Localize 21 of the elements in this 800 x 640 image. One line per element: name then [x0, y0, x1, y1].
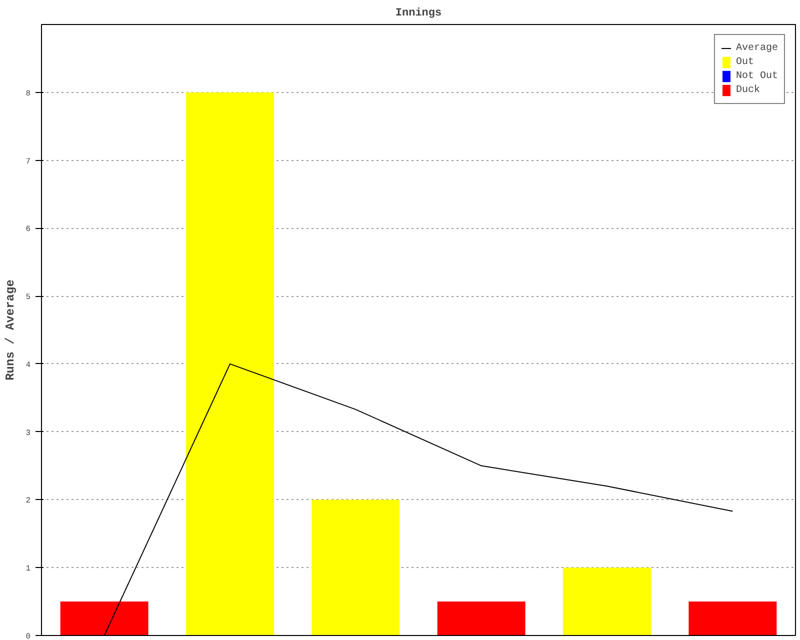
bar	[312, 500, 400, 636]
legend-label: Not Out	[736, 70, 778, 82]
bar	[60, 602, 148, 636]
legend-label: Average	[736, 42, 778, 54]
y-tick-label: 4	[26, 360, 31, 370]
y-tick-label: 0	[26, 632, 31, 640]
y-tick-label: 8	[26, 89, 31, 98]
legend-label: Duck	[736, 84, 760, 96]
bar	[437, 602, 526, 636]
y-tick-label: 6	[26, 225, 31, 234]
y-tick-label: 5	[26, 293, 31, 302]
legend-label: Out	[736, 56, 755, 68]
bar	[688, 602, 777, 636]
y-tick-label: 2	[26, 496, 31, 506]
y-tick-label: 1	[26, 564, 31, 574]
y-axis-title: Runs / Average	[4, 280, 18, 380]
bar	[563, 568, 651, 636]
chart-title: Innings	[395, 8, 442, 20]
bar	[186, 92, 274, 636]
y-tick-label: 7	[26, 157, 31, 166]
y-tick-label: 3	[26, 428, 31, 438]
